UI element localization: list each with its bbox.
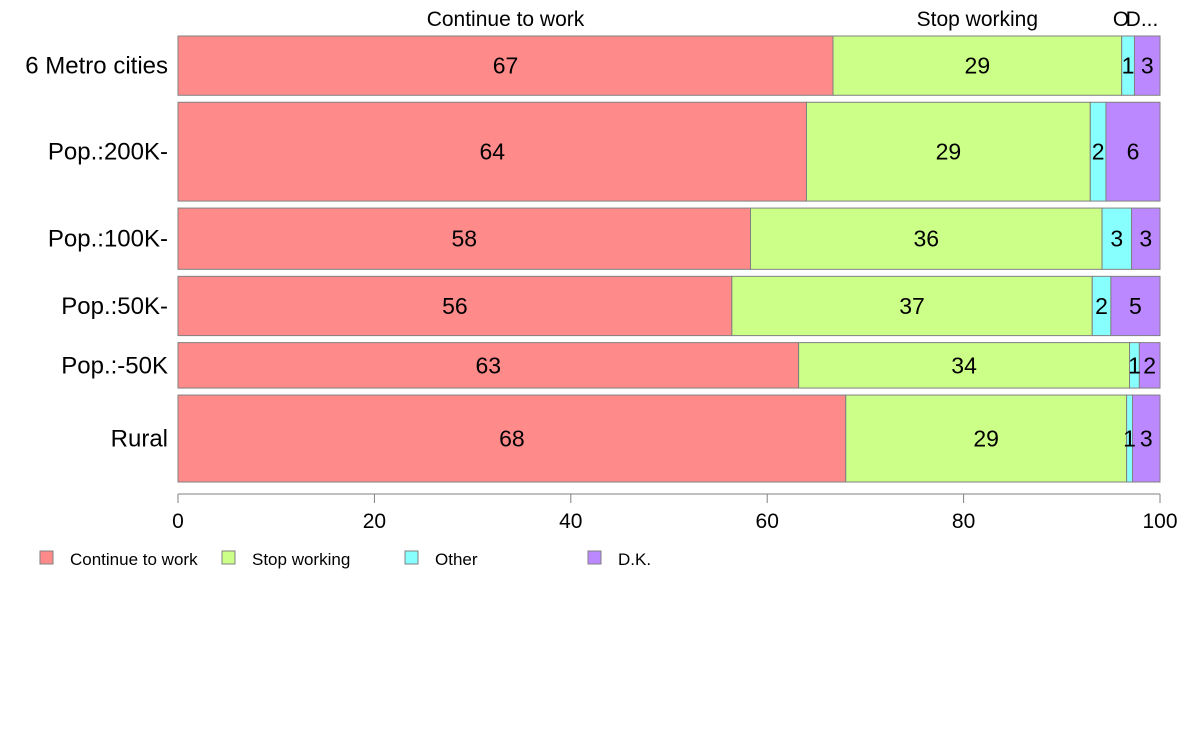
bar-value-label: 68	[499, 426, 525, 452]
bar-segment	[177, 342, 800, 389]
bar-segment	[177, 207, 752, 270]
bar-value-label: 3	[1141, 53, 1154, 79]
bar-segment	[805, 101, 1091, 202]
bar-segment	[177, 275, 733, 337]
bar-segment	[1101, 207, 1133, 270]
bar-segment	[1105, 101, 1161, 202]
bar-segment	[750, 207, 1103, 270]
top-segment-label: Continue to work	[427, 8, 585, 31]
bar-value-label: 58	[451, 226, 477, 252]
legend-swatch	[221, 550, 236, 565]
top-segment-label: Stop working	[917, 8, 1038, 31]
category-label: Pop.:50K-	[61, 293, 168, 320]
bar-value-label: 1	[1123, 426, 1136, 452]
x-tick-label: 100	[1142, 510, 1177, 533]
bar-value-label: 3	[1139, 226, 1152, 252]
bar-segment	[1133, 35, 1161, 96]
top-segment-label: D...	[1126, 8, 1159, 31]
bar-value-label: 29	[965, 53, 991, 79]
bar-segment	[177, 35, 834, 96]
x-tick-label: 80	[952, 510, 975, 533]
bar-segment	[798, 342, 1131, 389]
bar-segment	[832, 35, 1123, 96]
legend-label: Stop working	[252, 550, 350, 569]
x-tick-label: 0	[172, 510, 184, 533]
bar-value-label: 3	[1110, 226, 1123, 252]
bar-segment	[1138, 342, 1161, 389]
category-label: Rural	[111, 426, 168, 453]
bar-segment	[177, 101, 807, 202]
bar-value-label: 29	[936, 139, 962, 165]
bar-value-label: 63	[476, 352, 502, 378]
category-label: Pop.:-50K	[61, 352, 168, 379]
bar-segment	[731, 275, 1093, 337]
bar-value-label: 37	[899, 293, 925, 319]
bar-value-label: 2	[1095, 293, 1108, 319]
category-label: 6 Metro cities	[25, 53, 168, 80]
legend-label: Continue to work	[70, 550, 198, 569]
bar-value-label: 5	[1129, 293, 1142, 319]
legend-swatch	[587, 550, 602, 565]
x-tick-label: 40	[559, 510, 582, 533]
bar-value-label: 3	[1140, 426, 1153, 452]
bar-segment	[1131, 207, 1161, 270]
bar-value-label: 2	[1143, 352, 1156, 378]
bar-segment	[1110, 275, 1161, 337]
legend-label: Other	[435, 550, 478, 569]
bar-segment	[177, 394, 847, 483]
bar-value-label: 1	[1128, 352, 1141, 378]
category-label: Pop.:100K-	[48, 226, 168, 253]
bar-value-label: 36	[913, 226, 939, 252]
bar-value-label: 56	[442, 293, 468, 319]
bar-value-label: 67	[493, 53, 519, 79]
x-tick-label: 20	[363, 510, 386, 533]
bar-value-label: 6	[1127, 139, 1140, 165]
bar-segment	[1132, 394, 1161, 483]
bar-segment	[845, 394, 1128, 483]
bar-value-label: 2	[1092, 139, 1105, 165]
legend-swatch	[39, 550, 54, 565]
bar-value-label: 1	[1122, 53, 1135, 79]
legend-swatch	[404, 550, 419, 565]
legend-label: D.K.	[618, 550, 651, 569]
top-segment-label: O	[1113, 8, 1129, 31]
bar-value-label: 34	[951, 352, 977, 378]
x-tick-label: 60	[756, 510, 779, 533]
category-label: Pop.:200K-	[48, 139, 168, 166]
bar-value-label: 64	[479, 139, 505, 165]
bar-value-label: 29	[973, 426, 999, 452]
